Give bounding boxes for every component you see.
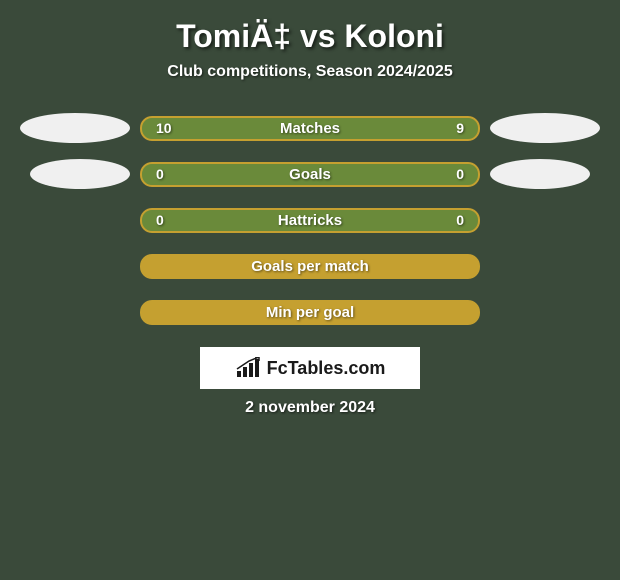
stat-label: Hattricks [278, 212, 342, 229]
stat-bar-mpg: Min per goal [140, 300, 480, 325]
stat-bar-matches: 10 Matches 9 [140, 116, 480, 141]
player-left-avatar [30, 159, 130, 189]
stat-value-right: 0 [456, 166, 464, 182]
stat-value-left: 0 [156, 166, 164, 182]
stat-row-hattricks: 0 Hattricks 0 [0, 203, 620, 237]
page-title: TomiÄ‡ vs Koloni [0, 18, 620, 55]
player-right-avatar [490, 113, 600, 143]
stat-bar-hattricks: 0 Hattricks 0 [140, 208, 480, 233]
stat-label: Goals [289, 166, 331, 183]
stat-label: Matches [280, 120, 340, 137]
chart-icon [235, 357, 261, 379]
stat-row-goals-per-match: Goals per match [0, 249, 620, 283]
stat-row-goals: 0 Goals 0 [0, 157, 620, 191]
stat-value-left: 10 [156, 120, 172, 136]
stat-bar-gpm: Goals per match [140, 254, 480, 279]
main-container: TomiÄ‡ vs Koloni Club competitions, Seas… [0, 0, 620, 427]
stat-row-min-per-goal: Min per goal [0, 295, 620, 329]
stat-value-right: 9 [456, 120, 464, 136]
stat-label: Min per goal [266, 304, 354, 321]
stat-label: Goals per match [251, 258, 369, 275]
logo-box[interactable]: FcTables.com [200, 347, 420, 389]
date-label: 2 november 2024 [0, 399, 620, 417]
stat-value-right: 0 [456, 212, 464, 228]
logo-text: FcTables.com [267, 358, 386, 379]
stat-value-left: 0 [156, 212, 164, 228]
subtitle: Club competitions, Season 2024/2025 [0, 63, 620, 81]
player-left-avatar [20, 113, 130, 143]
player-right-avatar [490, 159, 590, 189]
stat-row-matches: 10 Matches 9 [0, 111, 620, 145]
stat-bar-goals: 0 Goals 0 [140, 162, 480, 187]
